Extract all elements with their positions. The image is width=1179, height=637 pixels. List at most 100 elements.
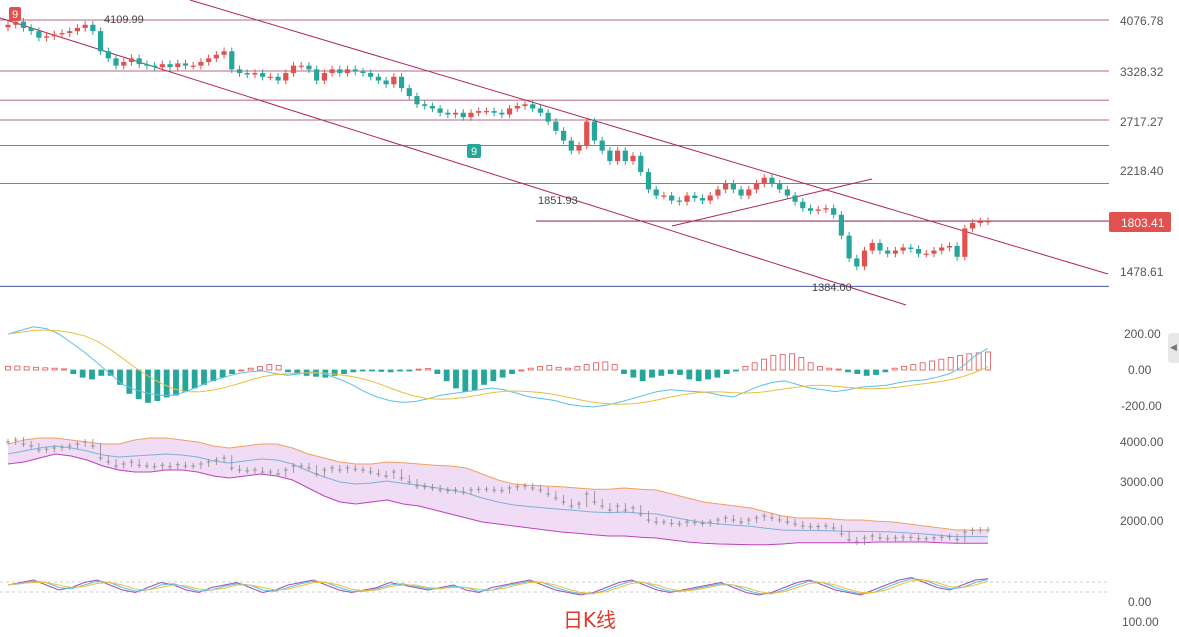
macd-bar: [331, 369, 338, 376]
candle-body: [838, 214, 844, 236]
candle-body: [800, 201, 806, 209]
candle-body: [113, 58, 119, 66]
candle-body: [267, 76, 273, 78]
macd-bar: [509, 369, 515, 374]
macd-bar: [210, 369, 217, 382]
macd-bar: [247, 367, 254, 371]
macd-bar: [817, 365, 823, 371]
macd-bar: [901, 365, 907, 371]
kdj-tick: 0.00: [1128, 595, 1152, 609]
macd-bar: [966, 353, 973, 371]
macd-tick: 200.00: [1124, 327, 1161, 341]
candle-body: [969, 222, 976, 229]
candle-body: [360, 71, 366, 74]
macd-bar: [434, 369, 441, 374]
macd-bar: [751, 362, 758, 371]
candle-body: [553, 121, 559, 131]
macd-bar: [238, 369, 245, 372]
candle-body: [939, 247, 945, 251]
channel-lower-line: [0, 17, 907, 306]
macd-bar: [453, 369, 459, 389]
candle-body: [260, 73, 266, 77]
macd-bar: [387, 369, 394, 373]
candle-body: [375, 76, 381, 81]
candle-body: [977, 221, 983, 223]
candle-body: [823, 208, 829, 210]
candle-body: [715, 189, 721, 196]
candle-body: [136, 58, 142, 65]
candle-body: [861, 250, 868, 267]
candle-body: [985, 221, 991, 223]
macd-bar: [527, 367, 534, 371]
candle-body: [630, 155, 636, 162]
price-tick: 4076.78: [1120, 14, 1164, 28]
candle-body: [74, 27, 81, 32]
macd-bar: [789, 353, 795, 371]
candle-body: [476, 111, 482, 113]
bollinger-lower-line: [7, 453, 988, 546]
candle-body: [298, 65, 304, 67]
macd-bar: [481, 369, 487, 385]
candle-body: [684, 195, 690, 202]
channel-upper-line: [189, 0, 1109, 275]
kdj-tick: 100.00: [1122, 615, 1159, 629]
candle-body: [13, 21, 19, 25]
macd-bar: [173, 369, 179, 396]
macd-bar: [126, 369, 133, 394]
candle-body: [877, 242, 883, 251]
candle-body: [344, 69, 351, 74]
bollinger-upper-line: [7, 437, 988, 531]
candle-body: [707, 195, 713, 201]
candle-body: [599, 140, 605, 151]
chart-caption: 日K线: [562, 608, 617, 632]
boll-tick: 2000.00: [1120, 514, 1164, 528]
candle-body: [337, 69, 343, 74]
candle-body: [892, 250, 899, 254]
chevron-left-icon: ◀: [1170, 342, 1177, 352]
candle-body: [182, 63, 189, 66]
candle-body: [159, 64, 165, 68]
candle-body: [653, 189, 659, 196]
macd-bar: [537, 365, 543, 371]
candle-body: [252, 73, 258, 75]
macd-bar: [723, 369, 730, 374]
candle-body: [607, 150, 613, 162]
macd-panel: [5, 326, 991, 408]
candle-body: [815, 209, 821, 211]
macd-bar: [845, 369, 851, 373]
macd-bar: [42, 367, 49, 371]
candle-body: [807, 208, 814, 211]
macd-bar: [201, 369, 207, 385]
price-tick: 1478.61: [1120, 265, 1164, 279]
candle-body: [723, 183, 729, 190]
macd-bar: [938, 358, 945, 371]
candle-body: [676, 200, 682, 202]
macd-bar: [770, 355, 777, 371]
price-tick: 3328.32: [1120, 65, 1164, 79]
candle-body: [198, 61, 204, 66]
macd-bar: [975, 352, 982, 371]
macd-bar: [705, 369, 711, 380]
macd-bar: [406, 369, 413, 372]
candle-body: [82, 24, 88, 28]
panel-collapse-handle[interactable]: ◀: [1168, 333, 1179, 363]
macd-bar: [574, 365, 581, 371]
candle-body: [661, 195, 667, 197]
macd-bar: [266, 364, 273, 371]
macd-bar: [350, 369, 357, 373]
candle-body: [576, 145, 582, 151]
candle-body: [468, 112, 474, 118]
macd-bar: [658, 369, 665, 376]
macd-bar: [219, 369, 226, 378]
candle-body: [422, 104, 428, 106]
macd-dif-line: [7, 326, 989, 408]
macd-bar: [555, 366, 562, 371]
macd-bar: [163, 369, 170, 398]
candle-body: [499, 112, 505, 115]
macd-bar: [341, 369, 347, 374]
candle-body: [121, 61, 127, 66]
candle-body: [221, 51, 227, 55]
candle-body: [591, 121, 598, 141]
candle-body: [383, 80, 389, 85]
